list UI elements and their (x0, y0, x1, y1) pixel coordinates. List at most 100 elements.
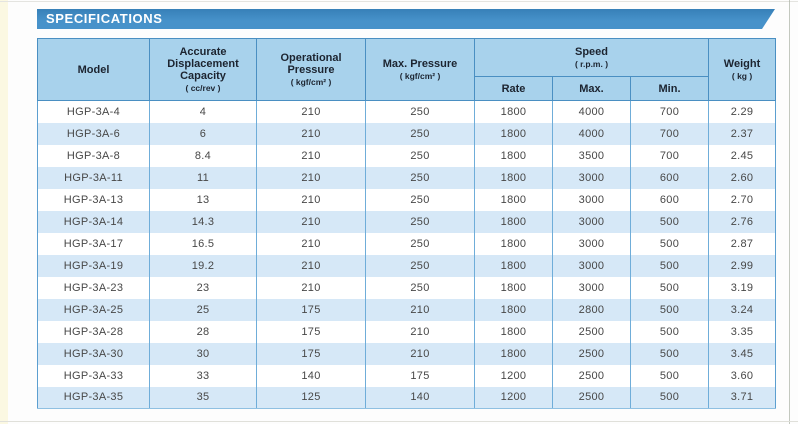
value-cell: 500 (629, 254, 710, 277)
value-cell: 2.45 (708, 144, 777, 167)
model-cell: HGP-3A-35 (37, 386, 150, 409)
value-cell: 6 (149, 122, 257, 145)
value-cell: 500 (629, 364, 710, 387)
value-cell: 1800 (474, 210, 553, 233)
value-cell: 1800 (474, 100, 553, 123)
table-row: HGP-3A-13 13 210 250 1800 3000 600 2.70 (37, 188, 777, 211)
value-cell: 2.37 (708, 122, 777, 145)
value-cell: 210 (365, 298, 475, 321)
value-cell: 175 (256, 298, 366, 321)
value-cell: 16.5 (149, 232, 257, 255)
value-cell: 1800 (474, 144, 553, 167)
value-cell: 1800 (474, 166, 553, 189)
value-cell: 210 (256, 122, 366, 145)
value-cell: 250 (365, 276, 475, 299)
value-cell: 140 (256, 364, 366, 387)
value-cell: 500 (629, 210, 710, 233)
model-cell: HGP-3A-14 (37, 210, 150, 233)
value-cell: 28 (149, 320, 257, 343)
specifications-table: Model Accurate Displacement Capacity ( c… (37, 38, 777, 409)
value-cell: 700 (629, 144, 710, 167)
table-row: HGP-3A-17 16.5 210 250 1800 3000 500 2.87 (37, 232, 777, 255)
value-cell: 140 (365, 386, 475, 409)
value-cell: 500 (629, 320, 710, 343)
model-cell: HGP-3A-33 (37, 364, 150, 387)
header-max-pressure-unit: ( kgf/cm² ) (399, 71, 441, 81)
value-cell: 210 (365, 320, 475, 343)
header-speed-rate: Rate (474, 76, 553, 101)
header-speed-max: Max. (552, 76, 631, 101)
value-cell: 175 (256, 342, 366, 365)
header-max-pressure: Max. Pressure ( kgf/cm² ) (365, 38, 475, 101)
value-cell: 3000 (552, 232, 631, 255)
value-cell: 210 (256, 232, 366, 255)
value-cell: 33 (149, 364, 257, 387)
value-cell: 2500 (552, 386, 631, 409)
table-row: HGP-3A-19 19.2 210 250 1800 3000 500 2.99 (37, 254, 777, 277)
value-cell: 600 (629, 188, 710, 211)
value-cell: 8.4 (149, 144, 257, 167)
value-cell: 1800 (474, 232, 553, 255)
value-cell: 210 (256, 144, 366, 167)
value-cell: 500 (629, 386, 710, 409)
table-row: HGP-3A-35 35 125 140 1200 2500 500 3.71 (37, 386, 777, 409)
frame-right-edge (789, 0, 790, 424)
header-operational-pressure-label: Operational Pressure (280, 52, 342, 76)
header-model: Model (37, 38, 150, 101)
header-operational-pressure-unit: ( kgf/cm² ) (290, 77, 332, 87)
model-cell: HGP-3A-6 (37, 122, 150, 145)
value-cell: 4000 (552, 100, 631, 123)
value-cell: 500 (629, 276, 710, 299)
table-row: HGP-3A-23 23 210 250 1800 3000 500 3.19 (37, 276, 777, 299)
value-cell: 2500 (552, 364, 631, 387)
value-cell: 210 (256, 210, 366, 233)
table-header: Model Accurate Displacement Capacity ( c… (37, 38, 777, 101)
value-cell: 23 (149, 276, 257, 299)
table-row: HGP-3A-28 28 175 210 1800 2500 500 3.35 (37, 320, 777, 343)
table-row: HGP-3A-11 11 210 250 1800 3000 600 2.60 (37, 166, 777, 189)
value-cell: 175 (365, 364, 475, 387)
value-cell: 2.70 (708, 188, 777, 211)
value-cell: 4 (149, 100, 257, 123)
header-weight-label: Weight (723, 58, 761, 70)
page-edge-strip (0, 0, 8, 424)
header-speed-label: Speed (575, 46, 609, 58)
header-operational-pressure: Operational Pressure ( kgf/cm² ) (256, 38, 366, 101)
header-speed-min: Min. (629, 76, 710, 101)
value-cell: 3.71 (708, 386, 777, 409)
value-cell: 175 (256, 320, 366, 343)
value-cell: 3.35 (708, 320, 777, 343)
header-model-label: Model (77, 63, 110, 76)
value-cell: 1800 (474, 298, 553, 321)
value-cell: 500 (629, 232, 710, 255)
value-cell: 30 (149, 342, 257, 365)
header-capacity-unit: ( cc/rev ) (185, 83, 221, 93)
value-cell: 2.29 (708, 100, 777, 123)
header-weight: Weight ( kg ) (708, 38, 777, 101)
frame-bottom-edge (0, 421, 798, 422)
value-cell: 210 (256, 276, 366, 299)
table-row: HGP-3A-14 14.3 210 250 1800 3000 500 2.76 (37, 210, 777, 233)
value-cell: 600 (629, 166, 710, 189)
value-cell: 250 (365, 188, 475, 211)
value-cell: 2.99 (708, 254, 777, 277)
model-cell: HGP-3A-30 (37, 342, 150, 365)
value-cell: 2500 (552, 320, 631, 343)
value-cell: 210 (256, 100, 366, 123)
value-cell: 35 (149, 386, 257, 409)
header-capacity-label: Accurate Displacement Capacity (167, 46, 239, 82)
value-cell: 210 (256, 188, 366, 211)
value-cell: 1800 (474, 254, 553, 277)
value-cell: 3.45 (708, 342, 777, 365)
model-cell: HGP-3A-25 (37, 298, 150, 321)
value-cell: 11 (149, 166, 257, 189)
value-cell: 2.87 (708, 232, 777, 255)
value-cell: 3000 (552, 210, 631, 233)
value-cell: 250 (365, 254, 475, 277)
header-speed-unit: ( r.p.m. ) (574, 59, 609, 69)
value-cell: 1200 (474, 364, 553, 387)
table-row: HGP-3A-8 8.4 210 250 1800 3500 700 2.45 (37, 144, 777, 167)
value-cell: 3.24 (708, 298, 777, 321)
value-cell: 1800 (474, 342, 553, 365)
